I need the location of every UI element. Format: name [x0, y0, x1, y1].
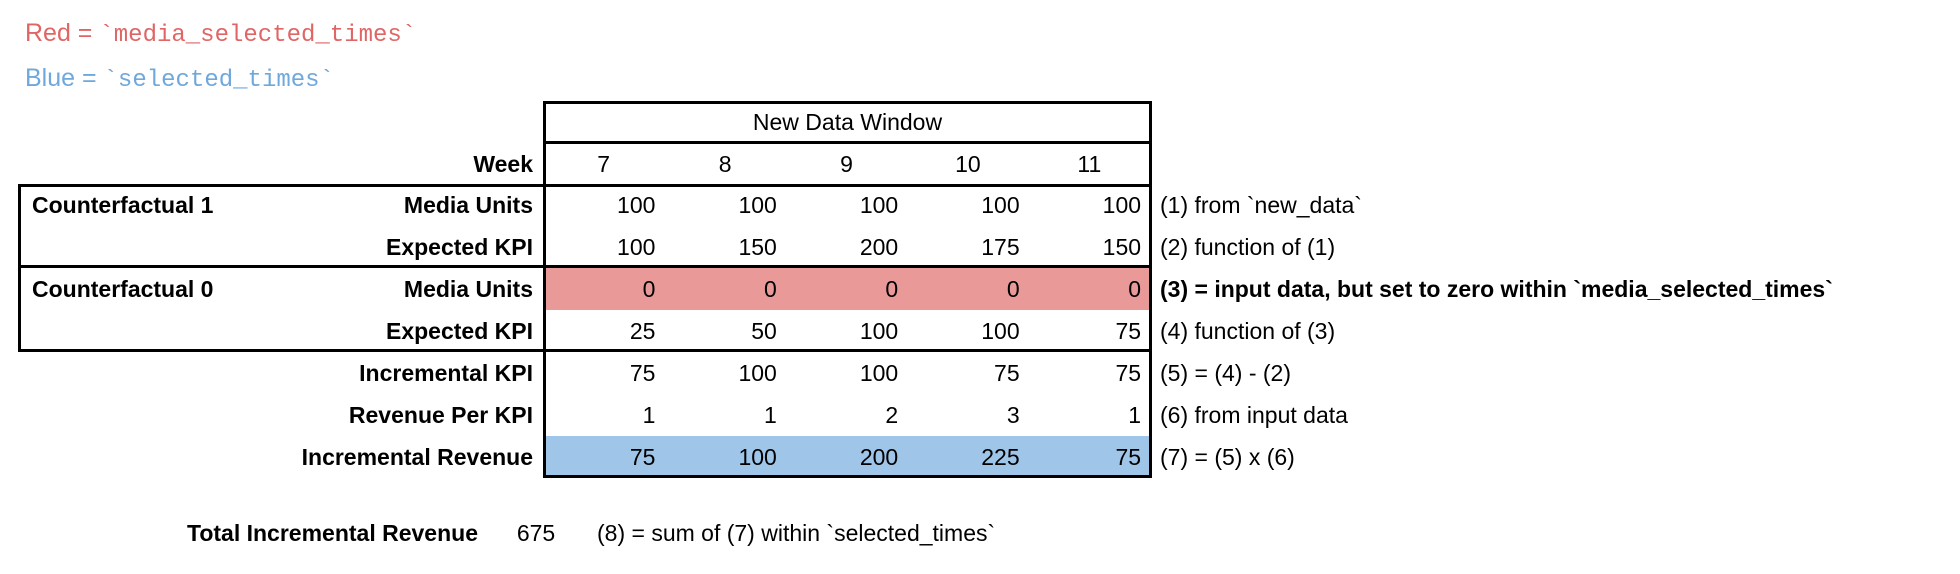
- table-row-expected-kpi-cf0: Expected KPI 25 50 100 100 75 (4) functi…: [18, 310, 1918, 352]
- row-group-label: Counterfactual 1: [32, 191, 214, 218]
- row-annotation: (5) = (4) - (2): [1160, 359, 1291, 386]
- data-cell: 100: [981, 191, 1020, 218]
- data-cell: 0: [642, 275, 656, 302]
- week-cell: 9: [840, 150, 853, 177]
- table-row-revenue-per-kpi: Revenue Per KPI 1 1 2 3 1 (6) from input…: [18, 394, 1918, 436]
- table-row-incremental-revenue: Incremental Revenue 75 100 200 225 75 (7…: [18, 436, 1918, 478]
- row-label: Revenue Per KPI: [348, 401, 533, 428]
- data-cell: 1: [642, 401, 656, 428]
- total-value: 675: [516, 519, 556, 546]
- new-data-window-header: New Data Window: [543, 101, 1152, 144]
- data-cell: 100: [859, 191, 899, 218]
- data-cell: 100: [738, 443, 777, 470]
- data-cell: 0: [764, 275, 777, 302]
- row-annotation: (1) from `new_data`: [1160, 191, 1362, 218]
- total-annotation: (8) = sum of (7) within `selected_times`: [597, 519, 996, 546]
- row-annotation: (2) function of (1): [1160, 233, 1336, 260]
- data-cell: 75: [1115, 317, 1142, 344]
- row-group-label: Counterfactual 0: [32, 275, 214, 302]
- table-body: Counterfactual 1 Media Units 100 100 100…: [18, 184, 1918, 478]
- legend-blue-line: Blue = `selected_times`: [25, 57, 416, 102]
- table-row-media-units-cf1: Counterfactual 1 Media Units 100 100 100…: [18, 184, 1918, 226]
- data-cell: 1: [1128, 401, 1142, 428]
- table-row-incremental-kpi: Incremental KPI 75 100 100 75 75 (5) = (…: [18, 352, 1918, 394]
- table-row-media-units-cf0: Counterfactual 0 Media Units 0 0 0 0 0 (…: [18, 268, 1918, 310]
- legend-blue-code: `selected_times`: [103, 67, 334, 94]
- data-cell: 0: [1128, 275, 1142, 302]
- week-label: Week: [473, 150, 533, 177]
- legend-red-label: Red =: [25, 19, 100, 47]
- data-cell: 200: [859, 443, 899, 470]
- week-header-row: Week 7 8 9 10 11: [18, 144, 1918, 184]
- data-cell: 3: [1006, 401, 1020, 428]
- data-cell: 75: [994, 359, 1020, 386]
- data-cell: 100: [859, 317, 899, 344]
- table-row-expected-kpi-cf1: Expected KPI 100 150 200 175 150 (2) fun…: [18, 226, 1918, 268]
- highlighted-row-red: 0 0 0 0 0: [543, 268, 1150, 310]
- data-cell: 75: [1115, 443, 1142, 470]
- data-cell: 25: [629, 317, 656, 344]
- row-label: Expected KPI: [386, 233, 533, 260]
- row-label: Incremental Revenue: [301, 443, 533, 470]
- data-cell: 100: [859, 359, 899, 386]
- row-label: Media Units: [403, 275, 533, 302]
- legend-red-code: `media_selected_times`: [99, 22, 417, 49]
- week-cell: 7: [597, 150, 611, 177]
- highlighted-row-blue: 75 100 200 225 75: [543, 436, 1150, 478]
- total-row: Total Incremental Revenue 675 (8) = sum …: [0, 510, 1900, 556]
- data-cell: 2: [885, 401, 899, 428]
- row-annotation: (6) from input data: [1160, 401, 1348, 428]
- row-label: Media Units: [403, 191, 533, 218]
- data-cell: 0: [885, 275, 899, 302]
- data-cell: 100: [1102, 191, 1142, 218]
- data-cell: 100: [617, 191, 656, 218]
- total-label: Total Incremental Revenue: [187, 519, 478, 546]
- week-label-zone: Week: [18, 151, 543, 178]
- data-cell: 0: [1006, 275, 1020, 302]
- data-cell: 150: [1102, 233, 1142, 260]
- row-label: Expected KPI: [386, 317, 533, 344]
- data-cell: 200: [859, 233, 899, 260]
- row-annotation: (7) = (5) x (6): [1160, 443, 1295, 470]
- row-annotation: (4) function of (3): [1160, 317, 1336, 344]
- data-cell: 1: [764, 401, 777, 428]
- data-cell: 100: [738, 359, 777, 386]
- legend: Red = `media_selected_times` Blue = `sel…: [25, 12, 416, 102]
- data-cell: 175: [981, 233, 1020, 260]
- data-cell: 50: [751, 317, 777, 344]
- data-cell: 100: [981, 317, 1020, 344]
- data-cell: 225: [981, 443, 1020, 470]
- week-values: 7 8 9 10 11: [543, 151, 1150, 178]
- row-label: Incremental KPI: [359, 359, 533, 386]
- data-cell: 75: [629, 443, 656, 470]
- week-cell: 10: [955, 150, 981, 177]
- new-data-window-title: New Data Window: [752, 109, 943, 135]
- data-cell: 100: [617, 233, 656, 260]
- legend-blue-label: Blue =: [25, 64, 104, 92]
- row-annotation: (3) = input data, but set to zero within…: [1160, 275, 1833, 302]
- data-cell: 75: [629, 359, 656, 386]
- data-cell: 75: [1115, 359, 1142, 386]
- data-cell: 150: [738, 233, 777, 260]
- week-cell: 8: [718, 150, 732, 177]
- week-cell: 11: [1077, 150, 1102, 177]
- data-cell: 100: [738, 191, 777, 218]
- legend-red-line: Red = `media_selected_times`: [25, 12, 416, 57]
